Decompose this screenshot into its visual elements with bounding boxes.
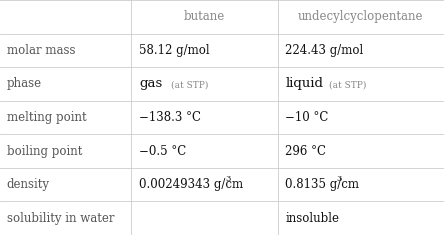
Text: undecylcyclopentane: undecylcyclopentane (298, 10, 424, 23)
Text: liquid: liquid (285, 77, 324, 90)
Text: −0.5 °C: −0.5 °C (139, 145, 186, 158)
Text: −138.3 °C: −138.3 °C (139, 111, 201, 124)
Text: butane: butane (184, 10, 225, 23)
Text: 0.00249343 g/cm: 0.00249343 g/cm (139, 178, 243, 191)
Text: (at STP): (at STP) (329, 81, 366, 90)
Text: gas: gas (139, 77, 162, 90)
Text: melting point: melting point (7, 111, 86, 124)
Text: insoluble: insoluble (285, 212, 340, 225)
Text: phase: phase (7, 77, 42, 90)
Text: 58.12 g/mol: 58.12 g/mol (139, 44, 210, 57)
Text: 3: 3 (337, 175, 342, 183)
Text: density: density (7, 178, 50, 191)
Text: solubility in water: solubility in water (7, 212, 114, 225)
Text: molar mass: molar mass (7, 44, 75, 57)
Text: 296 °C: 296 °C (285, 145, 326, 158)
Text: 0.8135 g/cm: 0.8135 g/cm (285, 178, 360, 191)
Text: (at STP): (at STP) (171, 81, 208, 90)
Text: −10 °C: −10 °C (285, 111, 329, 124)
Text: 3: 3 (226, 175, 231, 183)
Text: boiling point: boiling point (7, 145, 82, 158)
Text: 224.43 g/mol: 224.43 g/mol (285, 44, 364, 57)
